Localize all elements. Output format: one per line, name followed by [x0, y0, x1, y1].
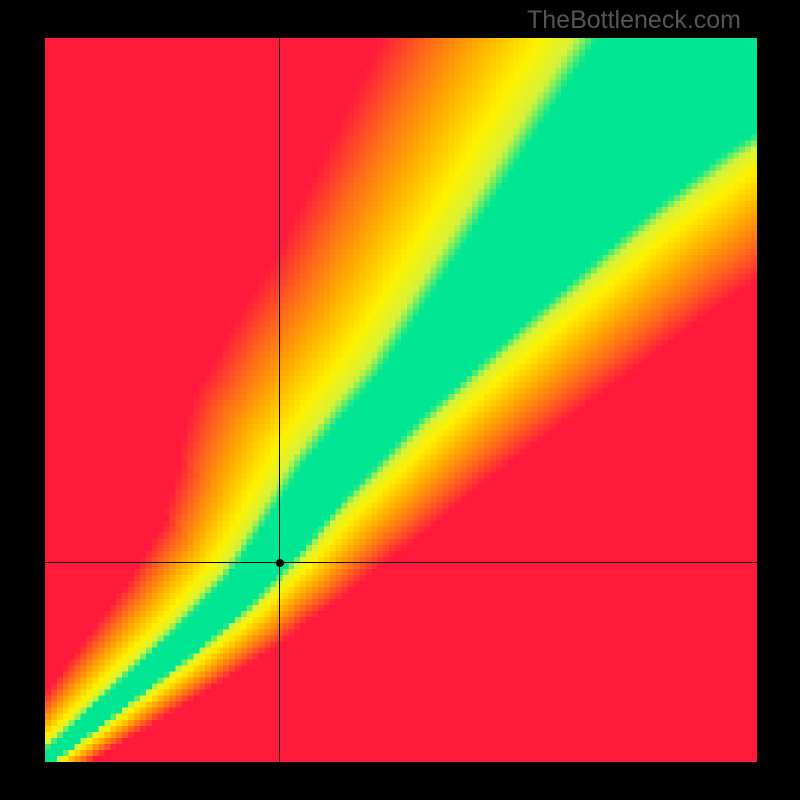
chart-frame: TheBottleneck.com	[0, 0, 800, 800]
crosshair-horizontal	[45, 562, 757, 563]
watermark-text: TheBottleneck.com	[527, 6, 741, 35]
heatmap-plot	[45, 38, 757, 762]
crosshair-marker	[276, 559, 284, 567]
heatmap-canvas	[45, 38, 757, 762]
crosshair-vertical	[279, 38, 280, 762]
